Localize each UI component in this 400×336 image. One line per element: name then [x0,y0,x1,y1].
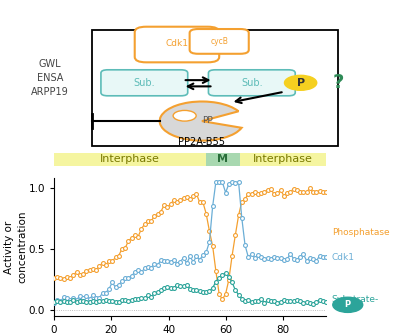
Text: Interphase: Interphase [253,155,313,165]
Bar [240,153,326,166]
Text: Cdk1: Cdk1 [166,39,188,48]
Text: P: P [345,300,351,309]
FancyBboxPatch shape [208,70,295,96]
Bar [206,153,240,166]
Text: PP2A-B55: PP2A-B55 [178,136,226,146]
FancyBboxPatch shape [101,70,188,96]
Circle shape [284,75,317,90]
Text: cycB: cycB [210,37,228,46]
Bar [54,153,206,166]
Text: GWL
ENSA
ARPP19: GWL ENSA ARPP19 [31,59,69,97]
Y-axis label: Activity or
concentration: Activity or concentration [4,211,27,283]
Text: M: M [218,155,228,165]
Text: Phosphatase: Phosphatase [332,228,389,238]
FancyBboxPatch shape [190,29,249,54]
Text: ?: ? [332,73,344,92]
Bar [92,30,338,146]
Text: Sub.: Sub. [134,78,155,88]
Text: Interphase: Interphase [100,155,160,165]
Circle shape [333,297,363,312]
Text: P: P [296,78,305,88]
Text: Substrate-: Substrate- [332,295,379,304]
Text: Sub.: Sub. [241,78,263,88]
FancyBboxPatch shape [135,27,219,62]
Text: PP: PP [202,116,213,125]
Wedge shape [160,101,242,141]
Text: Cdk1: Cdk1 [332,253,355,262]
Circle shape [173,111,196,121]
